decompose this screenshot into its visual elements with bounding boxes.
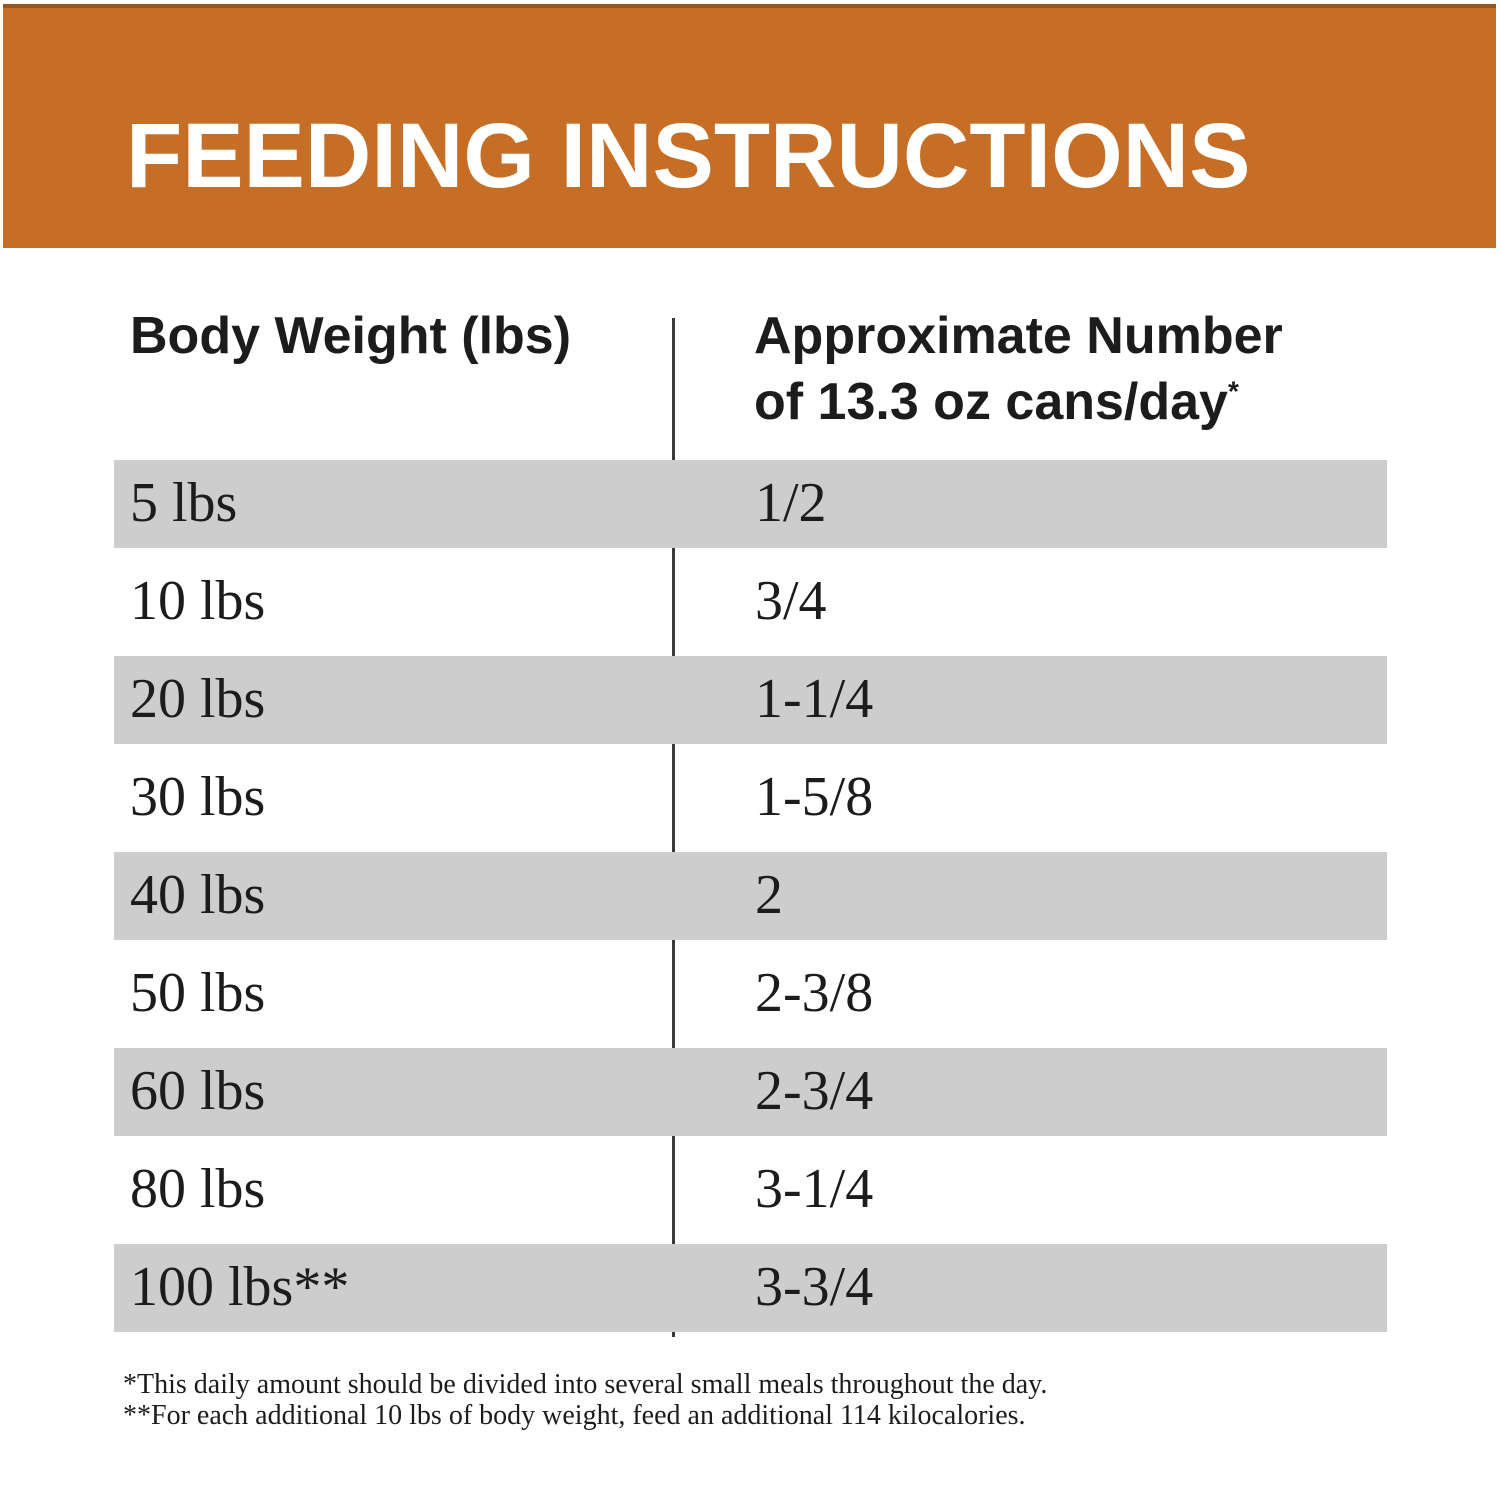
cans-per-day-cell: 1-5/8 xyxy=(755,766,874,828)
cans-per-day-cell: 3-3/4 xyxy=(755,1256,874,1318)
body-weight-cell: 50 lbs xyxy=(130,962,266,1024)
table-row: 10 lbs 3/4 xyxy=(0,553,1500,651)
cans-per-day-cell: 1-1/4 xyxy=(755,668,874,730)
table-row: 50 lbs 2-3/8 xyxy=(0,945,1500,1043)
footnote-additional-weight: **For each additional 10 lbs of body wei… xyxy=(123,1400,1026,1431)
footnote-marker-asterisk: * xyxy=(1227,375,1239,407)
cans-per-day-cell: 2 xyxy=(755,864,783,926)
row-stripe xyxy=(114,1048,1387,1136)
table-row: 40 lbs 2 xyxy=(0,847,1500,945)
body-weight-cell: 20 lbs xyxy=(130,668,266,730)
body-weight-cell: 60 lbs xyxy=(130,1060,266,1122)
row-stripe xyxy=(114,852,1387,940)
table-row: 100 lbs** 3-3/4 xyxy=(0,1239,1500,1337)
header-banner: FEEDING INSTRUCTIONS xyxy=(3,4,1496,248)
row-stripe xyxy=(114,460,1387,548)
table-row: 30 lbs 1-5/8 xyxy=(0,749,1500,847)
body-weight-cell: 40 lbs xyxy=(130,864,266,926)
body-weight-cell: 100 lbs** xyxy=(130,1256,350,1318)
row-stripe xyxy=(114,1244,1387,1332)
column-header-body-weight: Body Weight (lbs) xyxy=(130,307,572,365)
table-row: 5 lbs 1/2 xyxy=(0,455,1500,553)
column-header-cans-line2-wrap: of 13.3 oz cans/day* xyxy=(754,369,1283,435)
row-stripe xyxy=(114,656,1387,744)
table-row: 60 lbs 2-3/4 xyxy=(0,1043,1500,1141)
body-weight-cell: 10 lbs xyxy=(130,570,266,632)
table-row: 20 lbs 1-1/4 xyxy=(0,651,1500,749)
column-header-cans-line2: of 13.3 oz cans/day xyxy=(754,373,1228,431)
column-divider xyxy=(672,318,675,1337)
footnotes: *This daily amount should be divided int… xyxy=(123,1369,1047,1431)
column-header-cans-line1: Approximate Number xyxy=(754,307,1283,365)
cans-per-day-cell: 2-3/8 xyxy=(755,962,874,1024)
body-weight-cell: 5 lbs xyxy=(130,472,238,534)
footnote-daily-amount: *This daily amount should be divided int… xyxy=(123,1369,1048,1400)
page-title: FEEDING INSTRUCTIONS xyxy=(126,105,1251,207)
body-weight-cell: 80 lbs xyxy=(130,1158,266,1220)
cans-per-day-cell: 2-3/4 xyxy=(755,1060,874,1122)
body-weight-cell: 30 lbs xyxy=(130,766,266,828)
table-row: 80 lbs 3-1/4 xyxy=(0,1141,1500,1239)
table-body: 5 lbs 1/2 10 lbs 3/4 20 lbs 1-1/4 30 lbs… xyxy=(0,455,1500,1337)
column-header-cans-per-day: Approximate Number of 13.3 oz cans/day* xyxy=(754,303,1283,435)
cans-per-day-cell: 3/4 xyxy=(755,570,827,632)
cans-per-day-cell: 3-1/4 xyxy=(755,1158,874,1220)
cans-per-day-cell: 1/2 xyxy=(755,472,827,534)
